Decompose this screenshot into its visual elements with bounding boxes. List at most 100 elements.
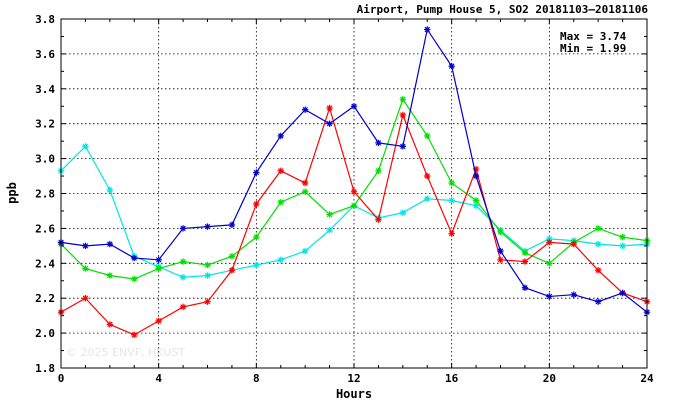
data-point bbox=[594, 225, 602, 232]
data-point bbox=[106, 321, 114, 328]
data-point bbox=[546, 239, 553, 246]
data-point bbox=[155, 317, 162, 325]
data-point bbox=[228, 267, 236, 274]
data-point bbox=[521, 249, 529, 257]
data-point bbox=[399, 96, 407, 103]
x-tick-label: 0 bbox=[58, 372, 65, 385]
data-point bbox=[448, 62, 455, 70]
data-point bbox=[277, 132, 284, 140]
data-point bbox=[301, 188, 309, 195]
y-tick-label: 3.2 bbox=[35, 118, 55, 131]
data-point bbox=[448, 230, 455, 237]
data-point bbox=[350, 202, 358, 209]
data-point bbox=[546, 293, 553, 300]
data-point bbox=[106, 186, 114, 194]
data-point bbox=[179, 303, 187, 311]
data-point bbox=[570, 291, 577, 298]
data-point bbox=[326, 211, 333, 218]
data-point bbox=[326, 226, 333, 234]
y-tick-label: 3.8 bbox=[35, 13, 55, 26]
data-point bbox=[594, 240, 602, 248]
data-point bbox=[179, 258, 187, 265]
data-point bbox=[131, 254, 138, 262]
data-point bbox=[228, 221, 236, 229]
data-point bbox=[399, 111, 407, 119]
data-point bbox=[619, 233, 626, 241]
data-point bbox=[301, 106, 309, 113]
data-point bbox=[106, 240, 114, 248]
data-point bbox=[155, 265, 162, 272]
data-point bbox=[82, 295, 89, 302]
data-point bbox=[375, 216, 382, 223]
y-axis-label: ppb bbox=[5, 182, 19, 204]
data-point bbox=[82, 242, 89, 250]
data-point bbox=[399, 209, 407, 216]
max-annotation: Max = 3.74 bbox=[560, 30, 627, 43]
data-point bbox=[253, 233, 260, 241]
ticks: 0 4 8 12 16 20 24 1.8 2.0 2.2 2.4 2.6 2.8 3.0 3.2 3.4 3.… bbox=[35, 13, 654, 385]
chart-title: Airport, Pump House 5, SO2 20181103–2018… bbox=[357, 3, 649, 16]
data-point bbox=[155, 256, 162, 264]
data-point bbox=[521, 258, 529, 265]
data-point bbox=[448, 197, 455, 204]
x-tick-label: 16 bbox=[445, 372, 459, 385]
data-point bbox=[82, 143, 89, 150]
data-point bbox=[424, 26, 431, 33]
data-point bbox=[594, 298, 602, 305]
data-point bbox=[253, 261, 260, 269]
data-point bbox=[375, 139, 382, 147]
data-point bbox=[424, 195, 431, 202]
data-point bbox=[497, 228, 504, 236]
y-tick-label: 2.8 bbox=[35, 188, 55, 201]
x-tick-label: 4 bbox=[155, 372, 162, 385]
x-axis-label: Hours bbox=[336, 387, 372, 401]
data-point bbox=[253, 200, 260, 208]
data-point bbox=[326, 104, 333, 112]
x-tick-label: 24 bbox=[640, 372, 654, 385]
x-tick-label: 8 bbox=[253, 372, 260, 385]
data-point bbox=[204, 223, 211, 230]
y-tick-label: 1.8 bbox=[35, 362, 55, 375]
data-point bbox=[204, 261, 211, 269]
data-point bbox=[277, 199, 284, 206]
data-point bbox=[179, 274, 187, 281]
data-point bbox=[301, 179, 309, 187]
data-point bbox=[82, 265, 89, 272]
y-tick-label: 2.4 bbox=[35, 257, 55, 270]
data-point bbox=[350, 188, 358, 195]
x-tick-label: 12 bbox=[347, 372, 360, 385]
data-point bbox=[350, 103, 358, 110]
x-tick-label: 20 bbox=[543, 372, 556, 385]
data-point bbox=[497, 256, 504, 264]
data-point bbox=[448, 179, 455, 187]
data-point bbox=[253, 169, 260, 176]
data-point bbox=[301, 247, 309, 255]
series-3 bbox=[57, 26, 651, 316]
watermark: © 2025 ENVF, HKUST bbox=[66, 346, 185, 359]
data-point bbox=[521, 284, 529, 291]
data-point bbox=[424, 132, 431, 140]
data-point bbox=[326, 120, 333, 127]
data-point bbox=[375, 167, 382, 175]
data-point bbox=[277, 167, 284, 175]
data-point bbox=[399, 143, 407, 150]
data-point bbox=[546, 260, 553, 267]
data-point bbox=[570, 240, 577, 248]
y-tick-label: 3.4 bbox=[35, 83, 55, 96]
data-point bbox=[497, 247, 504, 255]
data-point bbox=[472, 197, 480, 204]
min-annotation: Min = 1.99 bbox=[560, 42, 626, 55]
data-point bbox=[277, 256, 284, 264]
data-point bbox=[594, 267, 602, 274]
y-tick-label: 3.6 bbox=[35, 48, 55, 61]
data-point bbox=[179, 225, 187, 232]
data-point bbox=[619, 242, 626, 250]
data-point bbox=[131, 275, 138, 283]
series-layer bbox=[57, 26, 651, 339]
y-tick-label: 3.0 bbox=[35, 153, 55, 166]
y-tick-label: 2.0 bbox=[35, 327, 55, 340]
data-point bbox=[204, 272, 211, 279]
y-tick-label: 2.2 bbox=[35, 292, 55, 305]
